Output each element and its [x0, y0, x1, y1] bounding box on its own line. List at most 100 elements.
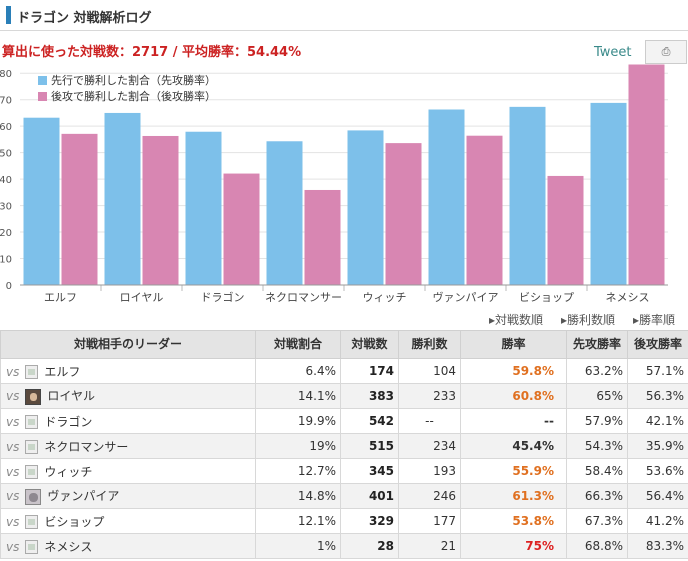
summary-text: 算出に使った対戦数：2717 / 平均勝率：54.44% — [2, 45, 302, 60]
share-cell: 14.8% — [255, 483, 341, 509]
y-tick-label: 80 — [0, 69, 12, 80]
table-row[interactable]: vs ウィッチ 12.7% 345 193 55.9% 58.4% 53.6% — [0, 458, 688, 484]
wins-cell: 193 — [398, 458, 461, 484]
table-row[interactable]: vs ドラゴン 19.9% 542 -- -- 57.9% 42.1% — [0, 408, 688, 434]
leader-name: ウィッチ — [44, 464, 93, 479]
leader-avatar-icon — [25, 515, 39, 529]
leader-name: ビショップ — [44, 514, 105, 529]
share-cell: 19% — [255, 433, 341, 459]
games-cell: 28 — [340, 533, 399, 559]
x-tick-label: エルフ — [44, 291, 77, 304]
second-winrate-cell: 83.3% — [627, 533, 688, 559]
bar-second — [466, 135, 503, 285]
bar-second — [628, 64, 665, 285]
y-tick-label: 0 — [6, 281, 12, 292]
first-winrate-cell: 63.2% — [566, 358, 628, 384]
sort-by-games-link[interactable]: ▸対戦数順 — [489, 313, 544, 327]
winrate-bar-chart: 0 10 20 30 40 50 60 70 80 エルフ ロイヤル ドラゴン ネクロマンサー ウィッチ ヴ… — [0, 64, 668, 304]
leader-avatar-icon — [25, 415, 39, 429]
games-cell: 174 — [340, 358, 399, 384]
leader-cell[interactable]: vs エルフ — [0, 358, 256, 384]
bar-second — [304, 189, 341, 285]
second-winrate-cell: 57.1% — [627, 358, 688, 384]
bar-first — [185, 131, 222, 285]
table-row[interactable]: vs ネメシス 1% 28 21 75% 68.8% 83.3% — [0, 533, 688, 559]
second-winrate-cell: 53.6% — [627, 458, 688, 484]
bar-first — [347, 130, 384, 285]
wins-cell: 233 — [398, 383, 461, 409]
bar-first — [590, 102, 627, 285]
sort-by-winrate-link[interactable]: ▸勝率順 — [633, 313, 676, 327]
x-tick-label: ネメシス — [606, 291, 650, 304]
col-winrate: 勝率 — [460, 330, 567, 359]
leader-cell[interactable]: vs ビショップ — [0, 508, 256, 534]
x-tick-label: ドラゴン — [201, 290, 245, 304]
vs-label: vs — [6, 389, 20, 404]
table-row[interactable]: vs ネクロマンサー 19% 515 234 45.4% 54.3% 35.9% — [0, 433, 688, 459]
table-row[interactable]: vs ビショップ 12.1% 329 177 53.8% 67.3% 41.2% — [0, 508, 688, 534]
bar-first — [509, 106, 546, 285]
leader-avatar-icon — [25, 540, 39, 554]
winrate-cell: 45.4% — [460, 433, 567, 459]
first-winrate-cell: 57.9% — [566, 408, 628, 434]
y-tick-label: 70 — [0, 96, 12, 107]
games-cell: 345 — [340, 458, 399, 484]
leader-name: エルフ — [44, 364, 81, 379]
leader-cell[interactable]: vs ヴァンパイア — [0, 483, 256, 509]
leader-cell[interactable]: vs ネメシス — [0, 533, 256, 559]
matchup-table: 対戦相手のリーダー 対戦割合 対戦数 勝利数 勝率 先攻勝率 後攻勝率 vs エル… — [0, 330, 688, 559]
second-winrate-cell: 56.4% — [627, 483, 688, 509]
col-games: 対戦数 — [340, 330, 399, 359]
first-winrate-cell: 58.4% — [566, 458, 628, 484]
leader-cell[interactable]: vs ネクロマンサー — [0, 433, 256, 459]
second-winrate-cell: 41.2% — [627, 508, 688, 534]
share-cell: 12.1% — [255, 508, 341, 534]
table-row[interactable]: vs エルフ 6.4% 174 104 59.8% 63.2% 57.1% — [0, 358, 688, 384]
bar-second — [61, 133, 98, 285]
y-tick-label: 40 — [0, 175, 12, 186]
first-winrate-cell: 68.8% — [566, 533, 628, 559]
tweet-link[interactable]: Tweet — [594, 45, 632, 60]
table-row[interactable]: vs ロイヤル 14.1% 383 233 60.8% 65% 56.3% — [0, 383, 688, 409]
share-cell: 14.1% — [255, 383, 341, 409]
wins-cell: 104 — [398, 358, 461, 384]
share-cell: 19.9% — [255, 408, 341, 434]
vs-label: vs — [6, 539, 20, 554]
col-share: 対戦割合 — [255, 330, 341, 359]
leader-name: ロイヤル — [47, 389, 95, 404]
vs-label: vs — [6, 489, 20, 504]
leader-name: ドラゴン — [44, 414, 93, 429]
leader-cell[interactable]: vs ロイヤル — [0, 383, 256, 409]
legend-swatch — [38, 92, 47, 101]
sort-by-wins-link[interactable]: ▸勝利数順 — [561, 313, 616, 327]
leader-cell[interactable]: vs ドラゴン — [0, 408, 256, 434]
leader-cell[interactable]: vs ウィッチ — [0, 458, 256, 484]
bar-first — [428, 109, 465, 285]
vs-label: vs — [6, 464, 20, 479]
table-row[interactable]: vs ヴァンパイア 14.8% 401 246 61.3% 66.3% 56.4% — [0, 483, 688, 509]
wins-cell: 246 — [398, 483, 461, 509]
x-tick-label: ウィッチ — [363, 291, 407, 304]
header-accent-bar — [6, 6, 11, 24]
second-winrate-cell: 42.1% — [627, 408, 688, 434]
col-second-winrate: 後攻勝率 — [627, 330, 688, 359]
legend-label: 先行で勝利した割合（先攻勝率） — [51, 73, 216, 87]
legend-label: 後攻で勝利した割合（後攻勝率） — [51, 89, 216, 103]
leader-avatar-icon — [25, 388, 42, 405]
leader-avatar-icon — [25, 465, 39, 479]
print-icon[interactable]: ⎙ — [645, 40, 687, 64]
page-title: ドラゴン 対戦解析ログ — [17, 11, 152, 26]
winrate-cell: -- — [460, 408, 567, 434]
first-winrate-cell: 67.3% — [566, 508, 628, 534]
y-tick-label: 60 — [0, 122, 12, 133]
vs-label: vs — [6, 439, 20, 454]
table-body: vs エルフ 6.4% 174 104 59.8% 63.2% 57.1% vs ロイヤル 14.1… — [0, 358, 688, 559]
wins-cell: 177 — [398, 508, 461, 534]
bar-second — [385, 143, 422, 285]
share-cell: 1% — [255, 533, 341, 559]
vs-label: vs — [6, 364, 20, 379]
bar-second — [223, 173, 260, 285]
wins-cell: 234 — [398, 433, 461, 459]
second-winrate-cell: 35.9% — [627, 433, 688, 459]
vs-label: vs — [6, 514, 20, 529]
